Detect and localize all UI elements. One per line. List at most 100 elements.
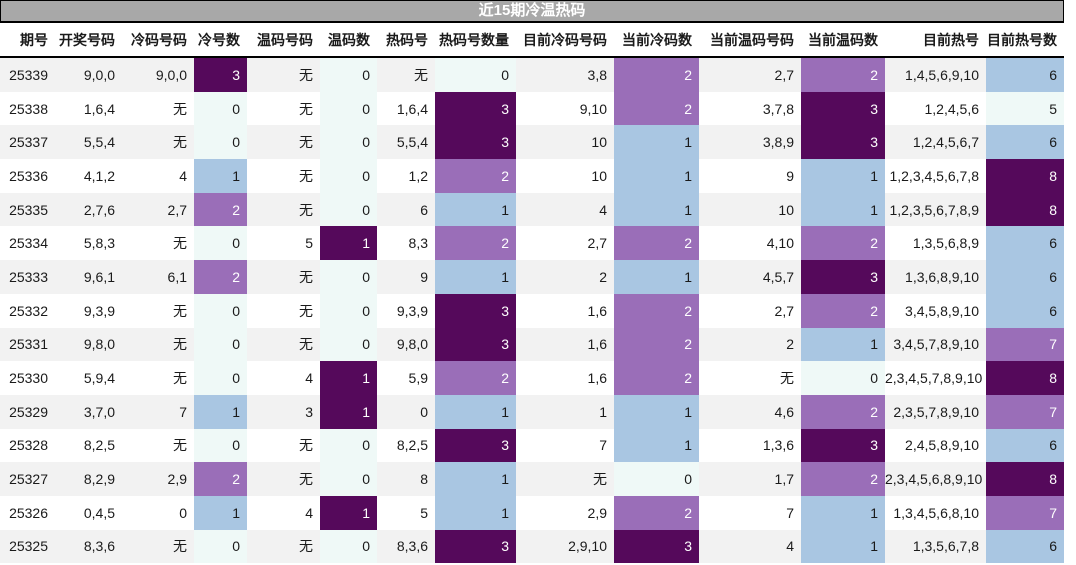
table-row: 25331 9,8,0 无 0 无 0 9,8,0 3 1,6 2 2 1 3,4,5,7,8,9,10… xyxy=(0,327,1064,362)
cell-hot-count: 3 xyxy=(435,529,516,564)
cell-cold-count: 0 xyxy=(194,428,247,463)
cell-hot-numbers: 8 xyxy=(420,471,428,488)
cell-hot-numbers: 无 xyxy=(414,66,428,83)
cell-warm-count: 0 xyxy=(320,57,377,92)
cell-cold-count: 1 xyxy=(194,394,247,429)
cell-hot-numbers: 6 xyxy=(420,201,428,218)
cell-hot-count: 2 xyxy=(435,159,516,193)
cell-current-hot-count: 6 xyxy=(986,529,1064,564)
cell-current-hot-numbers: 1,2,4,5,6,7 xyxy=(912,134,979,151)
column-header-current-cold-count: 当前冷码数 xyxy=(614,23,699,58)
cell-current-warm-numbers: 4,6 xyxy=(774,403,794,420)
cell-draw-numbers: 1,6,4 xyxy=(83,100,115,117)
cell-current-cold-numbers: 3,8 xyxy=(587,66,607,83)
cell-current-hot-numbers: 1,3,6,8,9,10 xyxy=(905,268,979,285)
cell-current-hot-count: 8 xyxy=(986,159,1064,193)
cell-cold-numbers: 7 xyxy=(179,403,187,420)
cell-current-cold-numbers: 2 xyxy=(599,268,607,285)
cell-current-warm-count: 1 xyxy=(801,495,885,530)
table-row: 25330 5,9,4 无 0 4 1 5,9 2 1,6 2 无 0 2,3,4,5,7,8,9,10… xyxy=(0,361,1064,395)
cell-current-cold-count: 1 xyxy=(614,192,699,227)
cell-current-warm-count: 2 xyxy=(801,226,885,261)
cell-warm-count: 1 xyxy=(320,226,377,261)
cell-warm-numbers: 无 xyxy=(299,538,313,555)
cell-cold-numbers: 2,7 xyxy=(167,201,187,218)
cell-current-warm-numbers: 2 xyxy=(786,336,794,353)
cell-cold-numbers: 4 xyxy=(179,167,187,184)
cell-period: 25337 xyxy=(9,134,48,151)
cell-current-hot-numbers: 1,2,3,4,5,6,7,8 xyxy=(889,167,979,184)
cell-hot-count: 3 xyxy=(435,91,516,126)
cell-current-hot-count: 6 xyxy=(986,226,1064,261)
column-header-current-hot-count: 目前热号数 xyxy=(986,23,1064,58)
column-header-hot-count: 热码号数量 xyxy=(435,23,516,58)
cell-current-warm-numbers: 4,5,7 xyxy=(762,268,794,285)
cell-draw-numbers: 9,0,0 xyxy=(83,66,115,83)
cell-current-warm-numbers: 3,7,8 xyxy=(762,100,794,117)
cell-hot-count: 1 xyxy=(435,394,516,429)
cell-current-hot-count: 8 xyxy=(986,192,1064,227)
cell-hot-numbers: 9,3,9 xyxy=(396,302,428,319)
cell-period: 25333 xyxy=(9,268,48,285)
cell-current-cold-count: 2 xyxy=(614,361,699,395)
cell-current-cold-numbers: 2,9 xyxy=(587,504,607,521)
cell-current-warm-numbers: 9 xyxy=(786,167,794,184)
cell-current-cold-count: 1 xyxy=(614,125,699,160)
column-header-draw-numbers: 开奖号码 xyxy=(55,23,122,58)
cell-warm-numbers: 无 xyxy=(299,167,313,184)
cell-warm-count: 0 xyxy=(320,293,377,328)
cell-hot-count: 1 xyxy=(435,462,516,496)
cell-warm-numbers: 无 xyxy=(299,66,313,83)
cell-hot-numbers: 0 xyxy=(420,403,428,420)
cell-current-cold-numbers: 9,10 xyxy=(579,100,607,117)
cell-current-warm-numbers: 3,8,9 xyxy=(762,134,794,151)
cell-warm-count: 0 xyxy=(320,91,377,126)
cold-warm-hot-table: 期号 开奖号码 冷码号码 冷号数 温码号码 温码数 热码号 热码号数量 目前冷码… xyxy=(0,23,1064,564)
cell-cold-numbers: 6,1 xyxy=(167,268,187,285)
cell-cold-count: 0 xyxy=(194,361,247,395)
cell-current-cold-numbers: 10 xyxy=(591,167,607,184)
cell-warm-count: 1 xyxy=(320,495,377,530)
cell-cold-numbers: 无 xyxy=(173,370,187,387)
cell-current-warm-count: 1 xyxy=(801,529,885,564)
cell-warm-count: 1 xyxy=(320,361,377,395)
cell-current-hot-numbers: 2,4,5,8,9,10 xyxy=(905,437,979,454)
cell-current-cold-numbers: 1,6 xyxy=(587,302,607,319)
cell-current-warm-count: 3 xyxy=(801,91,885,126)
cell-draw-numbers: 9,6,1 xyxy=(83,268,115,285)
cell-current-hot-numbers: 1,2,3,5,6,7,8,9 xyxy=(889,201,979,218)
cell-current-hot-count: 6 xyxy=(986,428,1064,463)
cell-cold-count: 2 xyxy=(194,192,247,227)
cell-warm-count: 0 xyxy=(320,327,377,362)
cell-warm-count: 0 xyxy=(320,125,377,160)
cell-hot-count: 2 xyxy=(435,361,516,395)
cell-current-cold-count: 2 xyxy=(614,91,699,126)
cell-current-hot-numbers: 3,4,5,8,9,10 xyxy=(905,302,979,319)
cell-cold-numbers: 无 xyxy=(173,302,187,319)
cell-cold-numbers: 无 xyxy=(173,336,187,353)
cell-draw-numbers: 9,8,0 xyxy=(83,336,115,353)
table-row: 25338 1,6,4 无 0 无 0 1,6,4 3 9,10 2 3,7,8 3 1,2,4,5,6… xyxy=(0,91,1064,126)
cell-hot-count: 1 xyxy=(435,192,516,227)
column-header-current-cold-numbers: 目前冷码号码 xyxy=(516,23,614,58)
cell-current-warm-count: 0 xyxy=(801,361,885,395)
cell-hot-count: 0 xyxy=(435,57,516,92)
cell-hot-numbers: 5,9 xyxy=(408,370,428,387)
cell-hot-count: 3 xyxy=(435,327,516,362)
cell-current-cold-count: 2 xyxy=(614,57,699,92)
cell-current-hot-count: 7 xyxy=(986,394,1064,429)
cell-cold-numbers: 无 xyxy=(173,100,187,117)
cell-period: 25334 xyxy=(9,235,48,252)
cell-cold-numbers: 无 xyxy=(173,437,187,454)
cell-warm-numbers: 无 xyxy=(299,302,313,319)
cell-current-hot-numbers: 2,3,4,5,6,8,9,10 xyxy=(885,471,983,488)
cell-draw-numbers: 8,2,9 xyxy=(83,471,115,488)
cell-draw-numbers: 4,1,2 xyxy=(83,167,115,184)
cell-cold-count: 0 xyxy=(194,529,247,564)
cell-warm-count: 0 xyxy=(320,529,377,564)
cell-current-cold-count: 1 xyxy=(614,260,699,294)
cell-warm-numbers: 无 xyxy=(299,336,313,353)
cell-hot-numbers: 8,3 xyxy=(408,235,428,252)
cell-current-warm-count: 2 xyxy=(801,462,885,496)
cell-period: 25335 xyxy=(9,201,48,218)
